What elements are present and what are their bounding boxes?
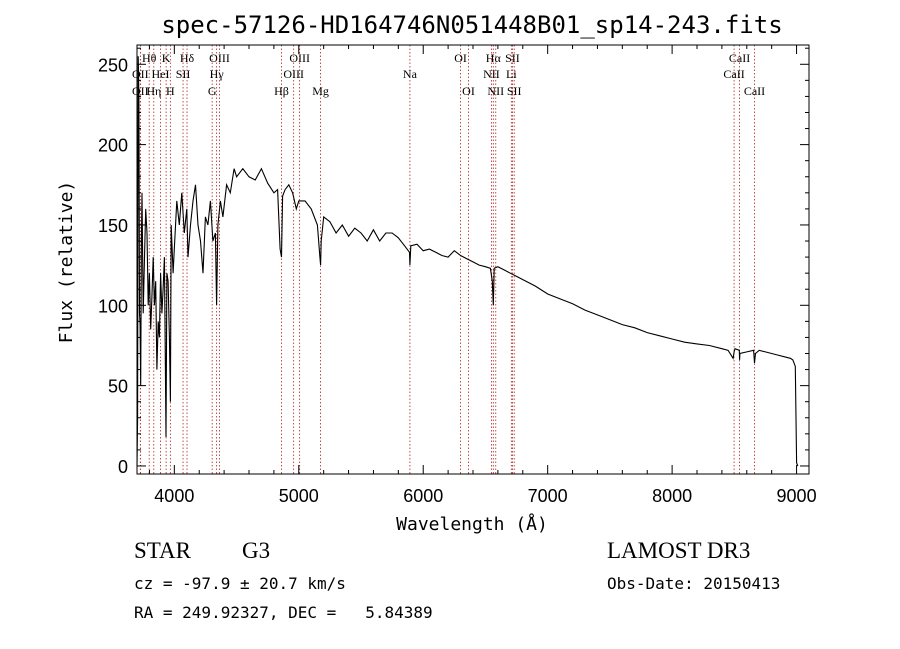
- line-label-SII: SII: [507, 84, 522, 98]
- ra-dec: RA = 249.92327, DEC = 5.84389: [134, 603, 433, 622]
- line-label-Na: Na: [403, 67, 418, 81]
- line-label-CaII: CaII: [744, 84, 765, 98]
- line-label-OIII: OIII: [209, 51, 230, 65]
- line-label-OII: OII: [132, 84, 149, 98]
- plot-frame: [136, 44, 810, 475]
- survey-name: LAMOST DR3: [607, 538, 751, 563]
- line-label-G: G: [208, 84, 217, 98]
- line-label-Hδ: Hδ: [180, 51, 195, 65]
- spectrum-line: [136, 56, 799, 467]
- chart-title: spec-57126-HD164746N051448B01_sp14-243.f…: [161, 11, 782, 39]
- line-label-OI: OI: [462, 84, 475, 98]
- spectral-line-markers: [139, 45, 755, 474]
- y-axis-ticks: 0 50 100 150 200 250: [98, 47, 809, 477]
- line-label-Hα: Hα: [486, 51, 502, 65]
- line-label-H: H: [166, 84, 175, 98]
- observation-date: Obs-Date: 20150413: [607, 574, 781, 593]
- line-label-HeI: HeI: [152, 67, 170, 81]
- x-axis-label: Wavelength (Å): [396, 513, 548, 535]
- line-label-OIII: OIII: [283, 67, 304, 81]
- line-label-NII: NII: [487, 84, 504, 98]
- line-label-Hθ: Hθ: [142, 51, 157, 65]
- x-axis-ticks: 4000 5000 6000 7000 8000 9000: [148, 45, 817, 506]
- line-label-SII: SII: [176, 67, 191, 81]
- line-label-CaII: CaII: [723, 67, 744, 81]
- y-tick-label: 0: [118, 457, 128, 477]
- y-tick-label: 100: [98, 296, 128, 316]
- line-label-Li: Li: [506, 67, 517, 81]
- redshift-velocity: cz = -97.9 ± 20.7 km/s: [134, 574, 346, 593]
- line-label-Hη: Hη: [146, 84, 161, 98]
- line-label-OIII: OIII: [289, 51, 310, 65]
- x-tick-label: 6000: [403, 486, 443, 506]
- spectral-line-labels: OIIOIIHθHηHeIKHSIIHδGHγOIIIHβOIIIOIIIMgN…: [132, 51, 765, 98]
- x-tick-label: 5000: [279, 486, 319, 506]
- line-label-Hβ: Hβ: [274, 84, 289, 98]
- x-tick-label: 7000: [528, 486, 568, 506]
- y-axis-label: Flux (relative): [56, 181, 77, 344]
- x-tick-label: 8000: [652, 486, 692, 506]
- line-label-K: K: [162, 51, 171, 65]
- line-label-CaII: CaII: [729, 51, 750, 65]
- line-label-Mg: Mg: [312, 84, 329, 98]
- object-type: STAR: [134, 538, 191, 563]
- y-tick-label: 200: [98, 136, 128, 156]
- x-tick-label: 9000: [777, 486, 817, 506]
- spectral-subclass: G3: [242, 538, 271, 563]
- x-tick-label: 4000: [154, 486, 194, 506]
- line-label-OI: OI: [454, 51, 467, 65]
- y-tick-label: 50: [108, 377, 128, 397]
- line-label-NII: NII: [483, 67, 500, 81]
- line-label-OII: OII: [132, 67, 149, 81]
- line-label-Hγ: Hγ: [210, 67, 225, 81]
- line-label-SII: SII: [505, 51, 520, 65]
- y-tick-label: 250: [98, 55, 128, 75]
- y-tick-label: 150: [98, 216, 128, 236]
